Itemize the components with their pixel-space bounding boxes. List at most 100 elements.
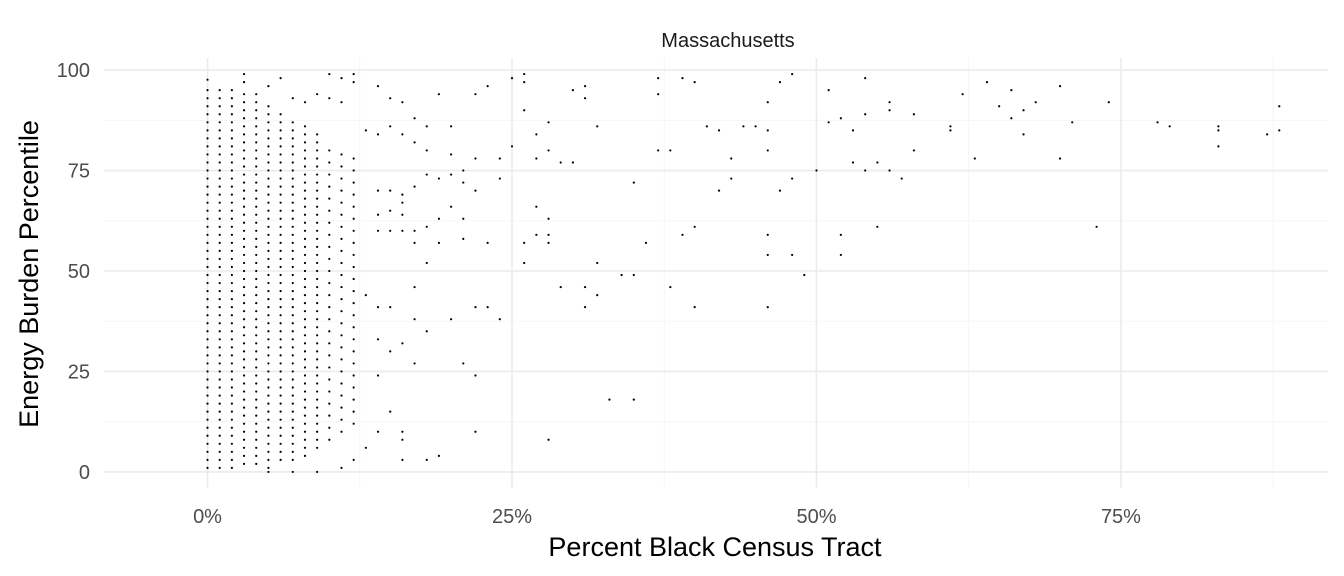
data-point: [303, 398, 307, 401]
data-point: [206, 314, 209, 317]
data-point: [242, 173, 246, 176]
data-point: [230, 370, 233, 373]
data-point: [657, 93, 660, 96]
data-point: [267, 298, 270, 301]
data-point: [425, 225, 428, 228]
data-point: [206, 330, 209, 333]
data-point: [291, 289, 294, 293]
data-point: [279, 209, 282, 212]
data-point: [291, 265, 294, 269]
data-point: [632, 273, 635, 277]
data-point: [291, 153, 294, 156]
data-point: [218, 402, 221, 405]
data-point: [462, 217, 465, 220]
data-point: [340, 189, 343, 192]
data-point: [328, 306, 331, 309]
data-point: [352, 338, 355, 341]
data-point: [961, 93, 964, 96]
data-point: [279, 76, 282, 80]
data-point: [206, 273, 209, 277]
data-point: [510, 145, 514, 148]
y-tick-label: 100: [57, 60, 90, 82]
data-point: [486, 306, 489, 309]
data-point: [218, 105, 221, 108]
data-point: [230, 169, 233, 172]
data-point: [242, 149, 246, 152]
data-point: [316, 342, 319, 345]
data-point: [279, 378, 282, 381]
data-point: [218, 217, 221, 220]
data-point: [255, 446, 258, 449]
data-point: [230, 209, 233, 212]
data-point: [316, 438, 319, 441]
data-point: [255, 189, 258, 192]
data-point: [291, 137, 294, 140]
data-point: [401, 430, 404, 433]
data-point: [316, 470, 319, 474]
data-point: [218, 121, 221, 124]
data-point: [230, 185, 233, 188]
data-point: [242, 157, 246, 160]
data-point: [230, 249, 233, 252]
data-point: [218, 177, 221, 180]
data-point: [328, 330, 331, 333]
data-point: [742, 125, 745, 128]
data-point: [583, 306, 587, 309]
data-point: [474, 93, 477, 96]
data-point: [340, 177, 343, 180]
data-point: [450, 205, 453, 208]
data-point: [206, 306, 209, 309]
data-point: [255, 310, 258, 313]
data-point: [340, 76, 343, 80]
data-point: [255, 438, 258, 441]
data-point: [328, 318, 331, 321]
data-point: [279, 233, 282, 236]
data-point: [230, 402, 233, 405]
data-point: [328, 402, 331, 405]
data-point: [230, 386, 233, 389]
facet-title: Massachusetts: [661, 30, 794, 52]
data-point: [242, 205, 246, 208]
data-point: [547, 149, 550, 152]
data-point: [620, 273, 623, 277]
data-point: [644, 241, 648, 244]
data-point: [255, 350, 258, 353]
data-point: [340, 261, 343, 265]
data-point: [596, 294, 599, 297]
data-point: [242, 117, 246, 120]
data-point: [206, 185, 209, 188]
data-point: [230, 201, 233, 204]
data-point: [230, 265, 233, 269]
data-point: [267, 113, 270, 116]
data-point: [255, 430, 258, 433]
data-point: [291, 418, 294, 421]
data-point: [291, 145, 294, 148]
data-point: [583, 97, 587, 100]
y-tick-label: 75: [68, 161, 90, 183]
data-point: [206, 410, 209, 413]
data-point: [328, 149, 331, 152]
data-point: [206, 233, 209, 236]
data-point: [291, 281, 294, 285]
data-point: [242, 125, 246, 128]
data-point: [206, 458, 209, 461]
data-point: [206, 249, 209, 252]
data-point: [401, 101, 404, 104]
data-point: [206, 78, 209, 81]
data-point: [803, 273, 806, 277]
data-point: [267, 169, 270, 172]
data-point: [218, 281, 221, 285]
data-point: [303, 237, 307, 240]
data-point: [486, 241, 489, 244]
data-point: [303, 213, 307, 216]
data-point: [328, 97, 331, 100]
data-point: [1278, 105, 1281, 108]
data-point: [255, 165, 258, 168]
data-point: [389, 306, 392, 309]
data-point: [547, 241, 550, 244]
data-point: [206, 241, 209, 244]
data-point: [1071, 121, 1074, 124]
data-point: [316, 366, 319, 369]
data-point: [242, 462, 246, 465]
data-point: [255, 213, 258, 216]
